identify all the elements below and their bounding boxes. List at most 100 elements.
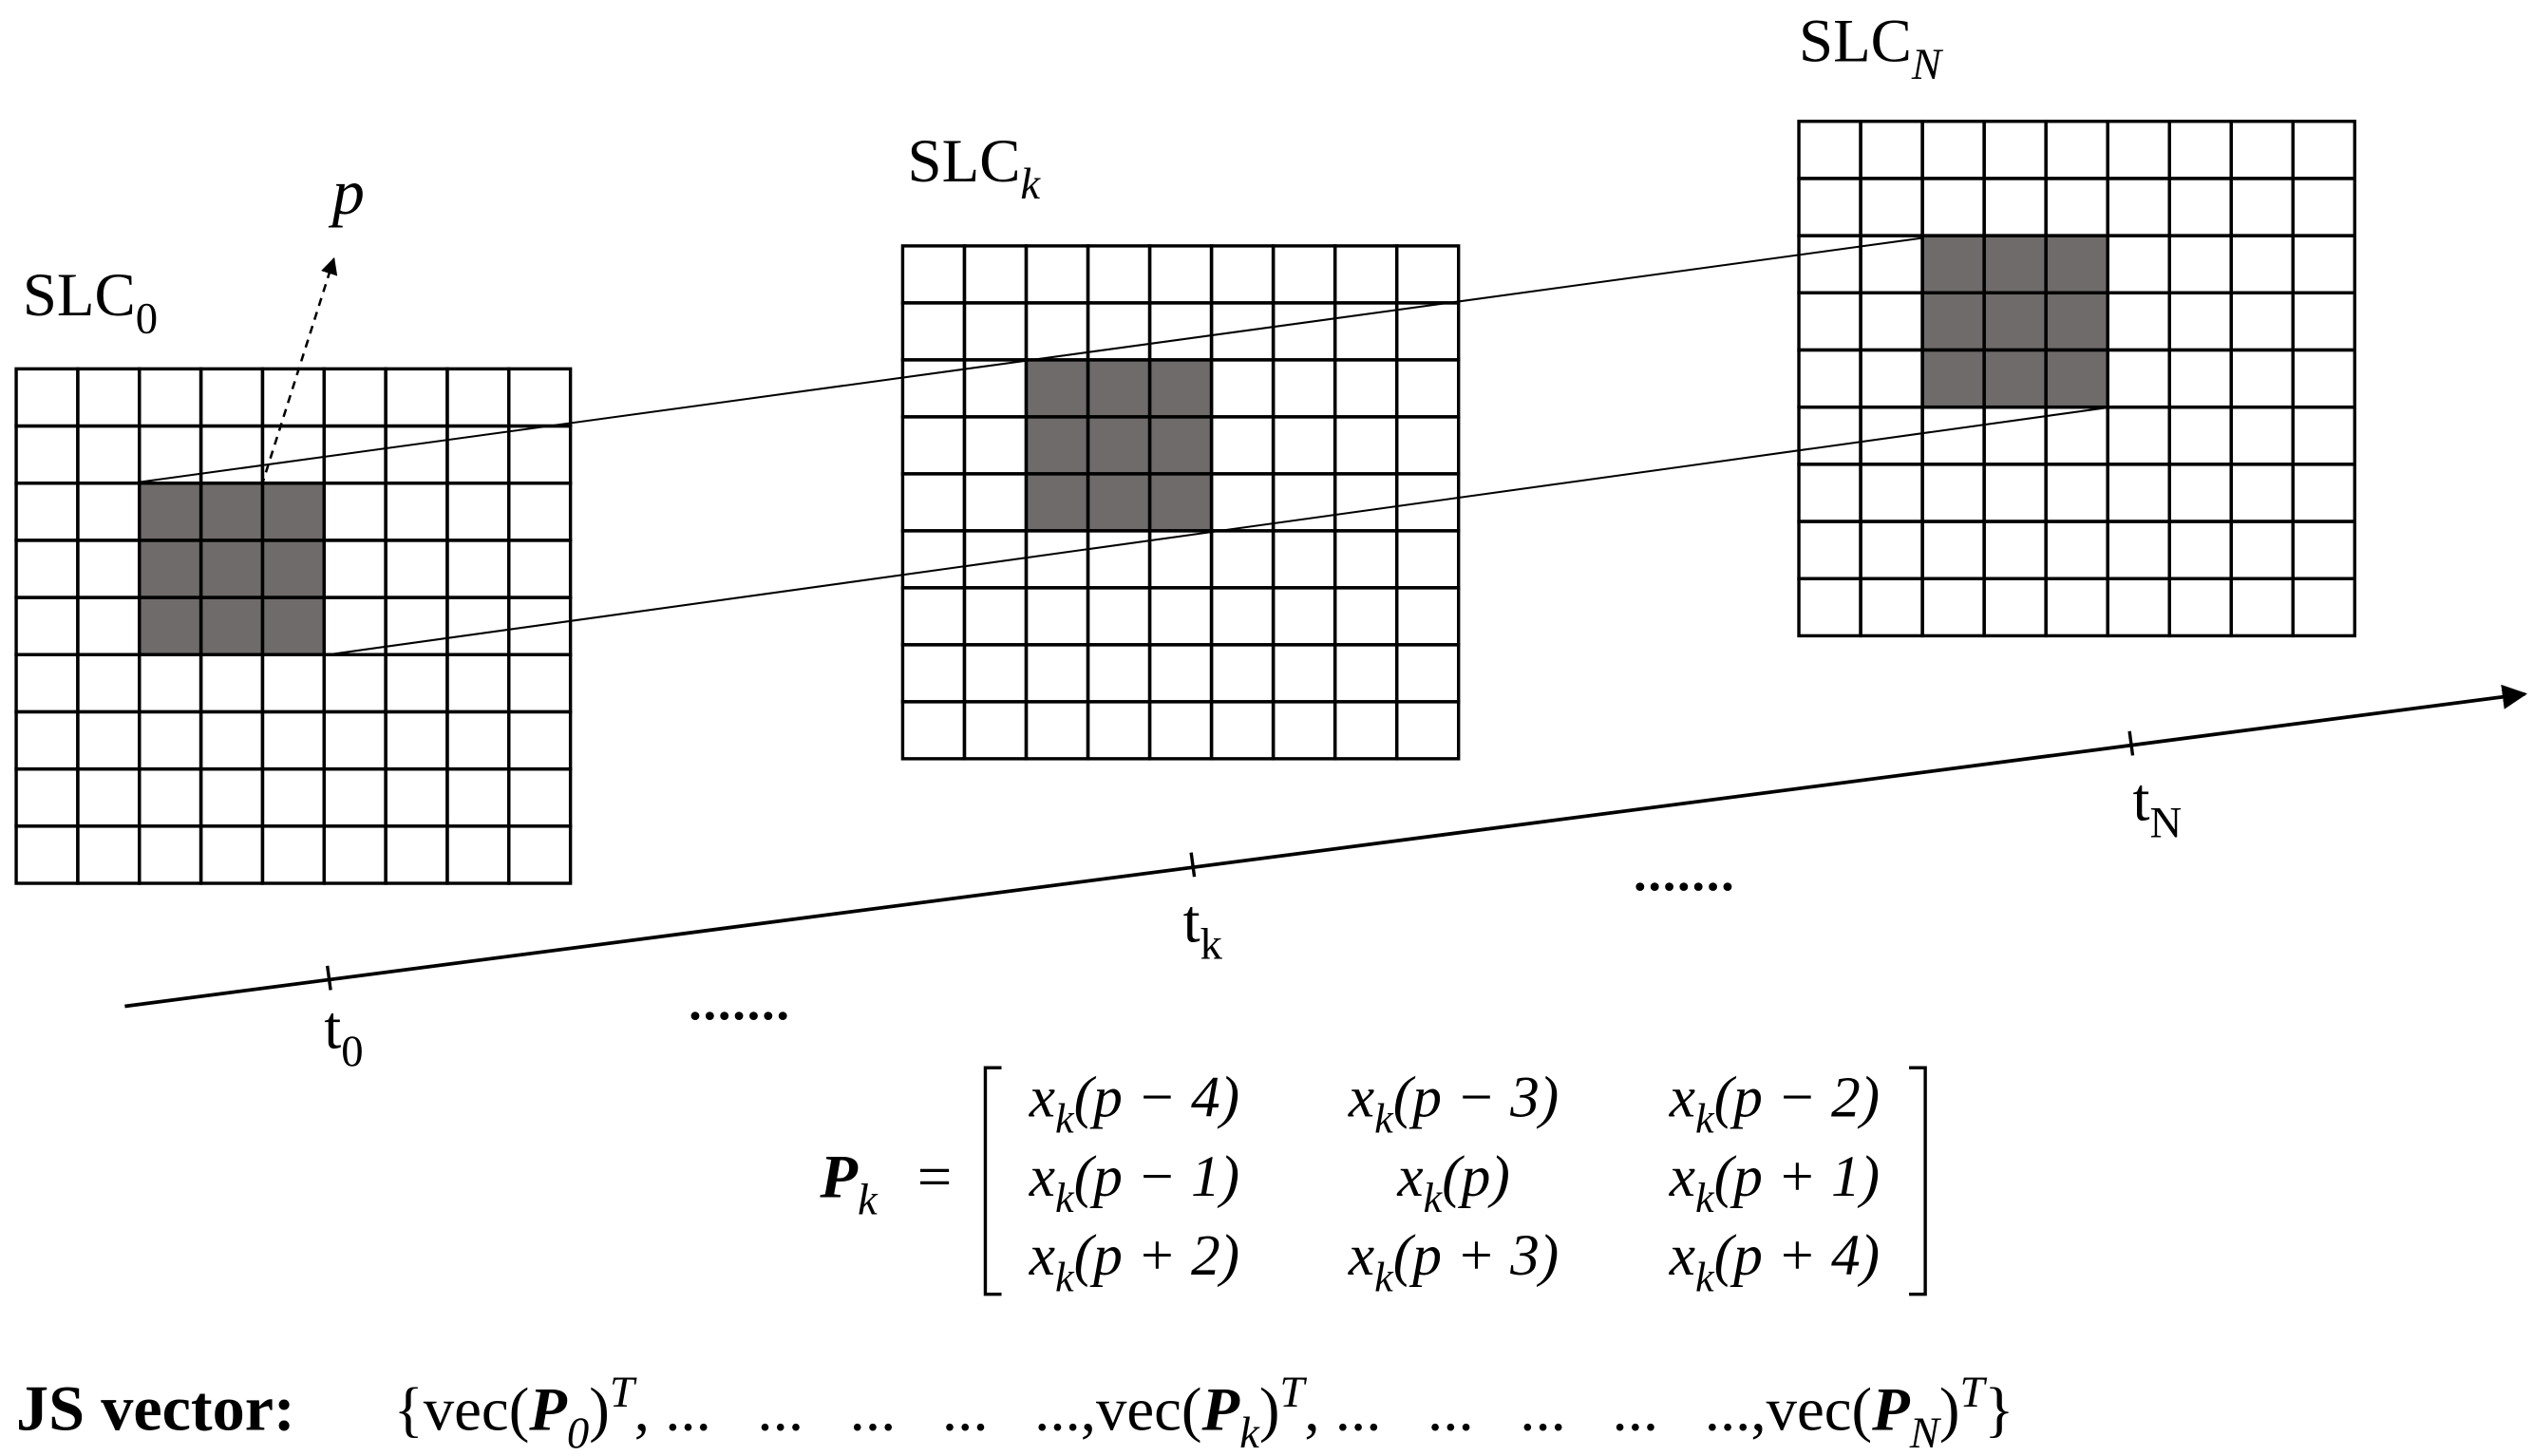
pixel-cell xyxy=(1859,177,1924,237)
pixel-cell xyxy=(1797,234,1862,295)
text-part: SLC xyxy=(908,127,1021,196)
pixel-cell xyxy=(1271,244,1337,305)
pixel-cell xyxy=(1147,301,1214,362)
pixel-cell xyxy=(962,472,1029,533)
pixel-cell xyxy=(76,652,142,714)
pixel-cell xyxy=(2167,520,2233,580)
pixel-cell xyxy=(1982,577,2048,638)
pixel-cell xyxy=(384,652,449,714)
pixel-cell xyxy=(1271,529,1337,590)
pixel-cell xyxy=(322,652,388,714)
subscript: k xyxy=(1055,1096,1075,1143)
pixel-cell xyxy=(2106,577,2171,638)
js-vector: {vec(P0)T, ... ... ... ... ...,vec(Pk)T,… xyxy=(394,1368,2014,1456)
pixel-cell xyxy=(1394,529,1461,590)
text-part: x xyxy=(1348,1065,1374,1129)
tick xyxy=(2127,730,2135,756)
pixel-cell xyxy=(1797,291,1862,352)
text-part: (p) xyxy=(1442,1144,1510,1209)
superscript: T xyxy=(1279,1368,1307,1417)
pixel-cell xyxy=(900,415,967,476)
text-part: x xyxy=(1669,1223,1695,1288)
pixel-cell xyxy=(900,244,967,305)
pixel-cell xyxy=(445,766,511,828)
pixel-cell xyxy=(2291,463,2357,523)
pixel-cell xyxy=(1271,358,1337,419)
pixel-window xyxy=(139,482,325,655)
pixel-cell xyxy=(2167,405,2233,466)
pixel-cell xyxy=(507,709,573,771)
pixel-cell xyxy=(1333,415,1399,476)
subscript: N xyxy=(1909,1409,1942,1456)
pixel-cell xyxy=(1797,120,1862,180)
matrix-entry: xk(p − 2) xyxy=(1669,1065,1880,1142)
matrix-entry: xk(p + 1) xyxy=(1669,1144,1880,1221)
matrix-entry: xk(p + 4) xyxy=(1669,1223,1880,1300)
pixel-cell xyxy=(1333,643,1399,704)
pixel-cell xyxy=(962,643,1029,704)
superscript: T xyxy=(1959,1368,1987,1417)
pixel-cell xyxy=(384,766,449,828)
pixel-cell xyxy=(1920,463,1986,523)
pixel-cell xyxy=(1797,405,1862,466)
pixel-cell xyxy=(76,596,142,656)
text-part: vec( xyxy=(424,1376,530,1445)
text-part: x xyxy=(1348,1223,1374,1288)
pixel-cell xyxy=(14,424,80,485)
text-part: x xyxy=(1669,1144,1695,1209)
pixel-cell xyxy=(2229,291,2295,352)
matrix-entry: xk(p − 3) xyxy=(1348,1065,1559,1142)
text-part: (p + 4) xyxy=(1714,1223,1880,1288)
text-part: (p + 3) xyxy=(1393,1223,1559,1288)
pixel-cell xyxy=(14,367,80,428)
text-part: (p + 1) xyxy=(1714,1144,1880,1209)
pixel-cell xyxy=(1024,700,1090,761)
pixel-cell xyxy=(962,586,1029,647)
pixel-cell xyxy=(138,709,203,771)
pixel-cell xyxy=(322,367,388,428)
subscript: k xyxy=(1055,1254,1075,1300)
pixel-cell xyxy=(138,824,203,885)
text-part: JS vector: xyxy=(16,1372,295,1445)
equals-sign: = xyxy=(917,1144,953,1212)
subscript: 0 xyxy=(341,1027,363,1076)
pixel-cell xyxy=(1147,244,1214,305)
pixel-cell xyxy=(2106,520,2171,580)
text-part: (p − 1) xyxy=(1074,1144,1239,1209)
time-label: tk xyxy=(1183,887,1223,969)
text-part: P xyxy=(819,1144,858,1212)
pixel-cell xyxy=(76,824,142,885)
pixel-cell xyxy=(138,367,203,428)
matrix-entry: xk(p) xyxy=(1396,1144,1509,1221)
pixel-cell xyxy=(14,596,80,656)
pixel-cell xyxy=(198,652,265,714)
pixel-cell xyxy=(322,766,388,828)
pixel-cell xyxy=(1920,520,1986,580)
pixel-cell xyxy=(1920,120,1986,180)
text-part: (p + 2) xyxy=(1074,1223,1239,1288)
text-part: ....... xyxy=(689,973,791,1031)
pixel-cell xyxy=(1333,700,1399,761)
pixel-cell xyxy=(507,424,573,485)
pixel-cell xyxy=(260,709,326,771)
pixel-cell xyxy=(900,586,967,647)
pixel-cell xyxy=(2229,577,2295,638)
pixel-cell xyxy=(1859,291,1924,352)
ellipsis: ....... xyxy=(1634,843,1736,901)
pixel-cell xyxy=(1333,586,1399,647)
pixel-cell xyxy=(1859,463,1924,523)
pixel-cell xyxy=(1394,301,1461,362)
pixel-cell xyxy=(2291,234,2357,295)
pixel-arrow xyxy=(234,256,338,570)
pixel-cell xyxy=(2167,463,2233,523)
text-part: { xyxy=(394,1376,424,1445)
pixel-cell xyxy=(900,529,967,590)
pixel-cell xyxy=(260,766,326,828)
pixel-cell xyxy=(1333,244,1399,305)
pixel-cell xyxy=(445,482,511,542)
subscript: k xyxy=(1020,160,1041,209)
text-part: t xyxy=(324,994,341,1063)
pixel-cell xyxy=(900,700,967,761)
text-part: SLC xyxy=(23,261,136,330)
pixel-cell xyxy=(1797,463,1862,523)
